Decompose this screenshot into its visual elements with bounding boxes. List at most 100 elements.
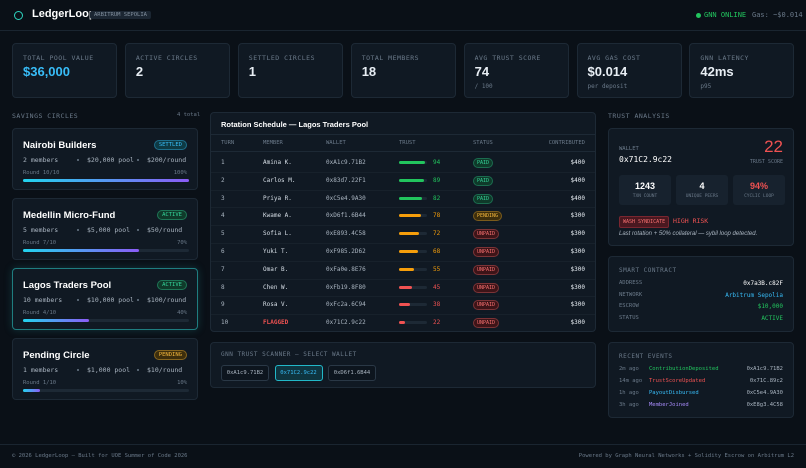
circle-card[interactable]: Medellin Micro-Fund ACTIVE 5 members $5,000… xyxy=(12,198,198,260)
divider xyxy=(211,134,595,135)
wallet-button[interactable]: 0x71C2.9c22 xyxy=(274,365,323,381)
circle-per-round: $50/round xyxy=(147,226,183,234)
trust-bar xyxy=(399,285,412,289)
trust-track xyxy=(399,303,427,307)
risk-note: Last rotation + 50% collateral — sybil l… xyxy=(619,231,758,237)
wallet: 0x83d7.22F1 xyxy=(326,176,366,184)
status-badge: PAID xyxy=(473,193,494,204)
status: GNN ONLINE xyxy=(704,11,747,19)
wallet-button[interactable]: 0xD6f1.6B44 xyxy=(328,365,376,381)
contributed: $300 xyxy=(570,230,585,238)
circle-round: Round 1/10 xyxy=(23,380,57,386)
circle-members: 1 members xyxy=(23,366,59,374)
column-header: TURN xyxy=(221,140,235,146)
stat-value: 2 xyxy=(135,64,144,79)
trust-bar xyxy=(399,232,420,236)
metric-label: CYCLIC LOOP xyxy=(744,194,774,199)
trust-track xyxy=(399,321,427,325)
status-badge: UNPAID xyxy=(473,318,500,329)
wallet-label: WALLET xyxy=(619,146,639,152)
metric-box: 94% CYCLIC LOOP xyxy=(733,175,785,205)
trust-score: 89 xyxy=(433,176,441,184)
rotation-panel: Rotation Schedule — Lagos Traders Pool TU… xyxy=(210,112,596,332)
trust-score: 72 xyxy=(433,230,441,238)
circle-card[interactable]: Pending Circle PENDING 1 members $1,000 poo… xyxy=(12,338,198,400)
contract-value: $10,000 xyxy=(757,303,783,310)
circle-status: ACTIVE xyxy=(157,210,187,220)
wallet: 0xFb19.8F80 xyxy=(326,283,366,291)
event-name: TrustScoreUpdated xyxy=(649,378,706,384)
member: Yuki T. xyxy=(263,248,289,255)
circle-status: SETTLED xyxy=(153,140,187,150)
wallet: 0xF985.2D62 xyxy=(326,248,366,255)
contract-key: ADDRESS xyxy=(619,280,643,286)
status-badge: UNPAID xyxy=(473,282,500,293)
trust-bar xyxy=(399,178,424,182)
member: Carlos M. xyxy=(263,176,296,184)
stat-card: SETTLED CIRCLES 1 xyxy=(237,43,343,98)
event-time: 14m ago xyxy=(619,378,643,384)
row-divider xyxy=(211,207,595,209)
events-panel: RECENT EVENTS 2m ago ContributionDeposited… xyxy=(608,342,794,418)
trust-score: 22 xyxy=(433,319,441,327)
wallet-button[interactable]: 0xA1c9.71B2 xyxy=(221,365,269,381)
turn: 10 xyxy=(221,319,229,327)
separator xyxy=(137,159,139,161)
event-wallet: 0xA1c9.71B2 xyxy=(746,366,783,372)
trust-score: 68 xyxy=(433,248,441,255)
member: Sofia L. xyxy=(263,230,292,238)
circle-members: 10 members xyxy=(23,296,63,304)
event-time: 3h ago xyxy=(619,402,639,408)
status-badge: UNPAID xyxy=(473,229,500,240)
contract-value: Arbitrum Sepolia xyxy=(725,291,783,299)
wallet: 0xFc2a.6C94 xyxy=(326,301,366,309)
stat-label: SETTLED CIRCLES xyxy=(248,54,315,62)
contributed: $400 xyxy=(570,194,585,202)
row-divider xyxy=(211,189,595,191)
stat-card: ACTIVE CIRCLES 2 xyxy=(124,43,230,98)
event-name: MemberJoined xyxy=(649,402,689,408)
trust-track xyxy=(399,196,427,200)
row-divider xyxy=(211,171,595,173)
circle-name: Lagos Traders Pool xyxy=(23,280,112,291)
row-divider xyxy=(211,314,595,316)
circle-per-round: $10/round xyxy=(147,366,183,374)
scanner-panel: GNN TRUST SCANNER — SELECT WALLET 0xA1c9.… xyxy=(210,342,596,388)
wallet: 0xFa0e.8E76 xyxy=(326,265,366,273)
circle-round: Round 10/10 xyxy=(23,170,60,176)
circle-progress-label: 40% xyxy=(177,310,187,316)
rotation-title: Rotation Schedule — Lagos Traders Pool xyxy=(221,120,369,129)
stat-sub: p95 xyxy=(700,83,712,90)
status-badge: PAID xyxy=(473,158,494,168)
header-divider xyxy=(0,30,806,31)
member: Rosa V. xyxy=(263,301,289,309)
stat-value: $36,000 xyxy=(23,64,70,79)
trust-score: 94 xyxy=(433,159,441,166)
contract-panel: SMART CONTRACT ADDRESS 0x7a3B.c82F NETWORK A… xyxy=(608,256,794,332)
metric-value: 1243 xyxy=(634,181,656,191)
circle-status: ACTIVE xyxy=(157,280,187,290)
circle-card[interactable]: Lagos Traders Pool ACTIVE 10 members $10,00… xyxy=(12,268,198,330)
event-wallet: 0xC5e4.9A30 xyxy=(746,390,783,396)
trust-score: 22 xyxy=(764,137,783,156)
row-divider xyxy=(211,296,595,298)
circle-count: 4 total xyxy=(177,112,201,118)
circle-progress-label: 10% xyxy=(177,380,187,386)
metric-box: 4 UNIQUE PEERS xyxy=(676,175,728,205)
logo: LedgerLoop xyxy=(32,8,96,20)
trust-track xyxy=(399,267,427,271)
circle-name: Pending Circle xyxy=(23,350,90,361)
status-badge: UNPAID xyxy=(473,264,500,275)
score-label: TRUST SCORE xyxy=(749,159,783,165)
row-divider xyxy=(211,225,595,227)
stat-label: TOTAL POOL VALUE xyxy=(23,54,94,62)
status-badge: UNPAID xyxy=(473,300,500,311)
column-header: WALLET xyxy=(326,140,346,146)
stat-card: AVG TRUST SCORE 74 / 100 xyxy=(463,43,569,98)
row-divider xyxy=(211,243,595,244)
progress-fill xyxy=(23,389,40,392)
circle-card[interactable]: Nairobi Builders SETTLED 2 members $20,000 … xyxy=(12,128,198,190)
stat-label: AVG TRUST SCORE xyxy=(474,54,541,62)
stat-label: ACTIVE CIRCLES xyxy=(135,54,198,62)
